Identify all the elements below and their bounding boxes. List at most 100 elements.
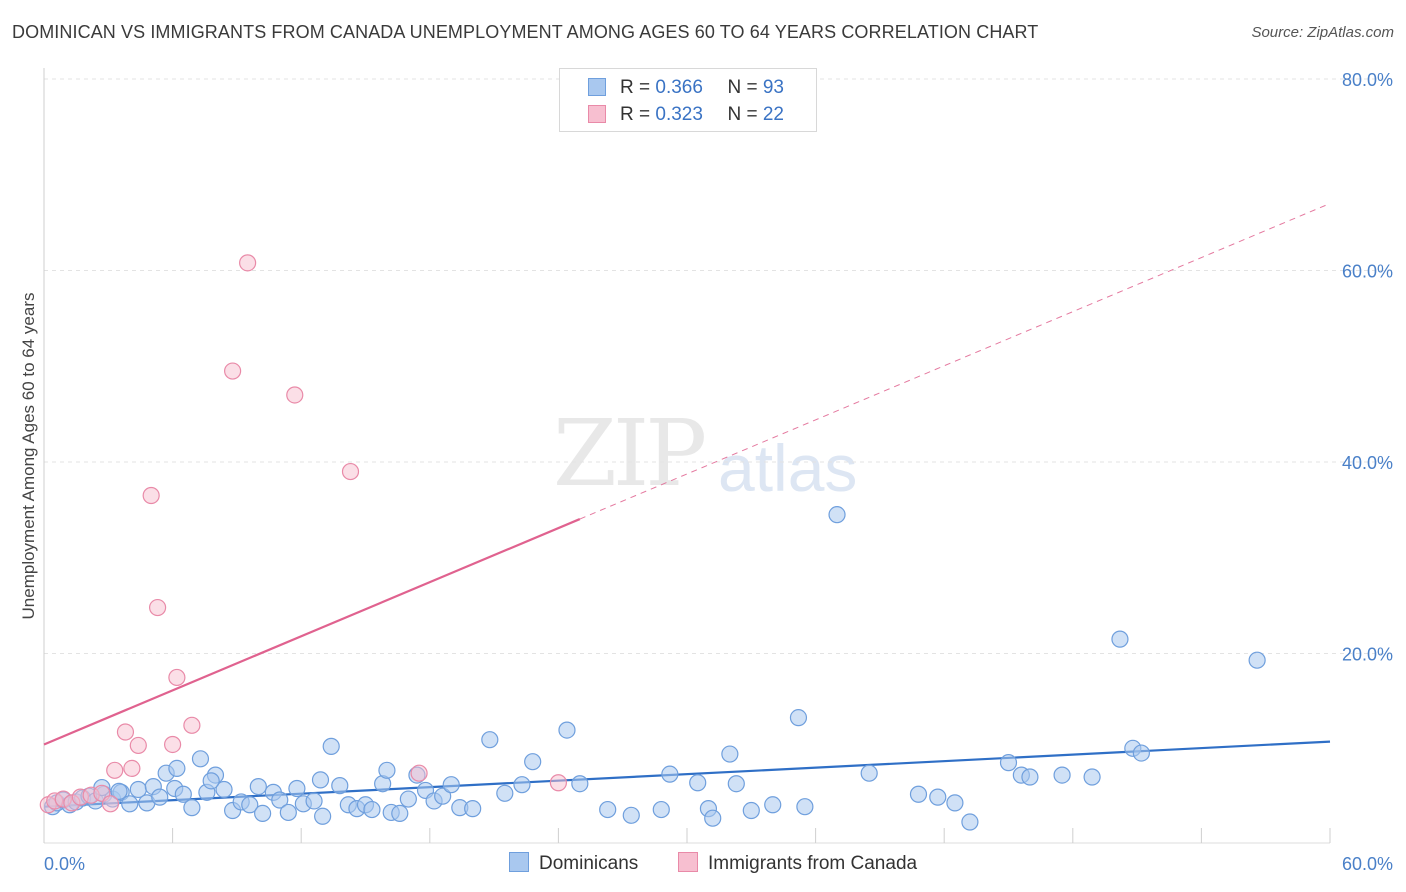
- legend-r-value: 0.366: [655, 77, 703, 98]
- point-dominicans: [279, 803, 297, 822]
- legend-r-label: R =: [620, 104, 656, 125]
- grid-lines: [44, 78, 1392, 654]
- point-dominicans: [929, 788, 947, 806]
- point-dominicans: [481, 731, 499, 749]
- point-dominicans: [721, 745, 739, 763]
- trend-line-dominicans: [43, 740, 1331, 808]
- point-dominicans: [513, 776, 531, 794]
- point-dominicans: [168, 759, 186, 778]
- point-canada: [106, 761, 124, 779]
- point-dominicans: [271, 791, 289, 809]
- chart-title: DOMINICAN VS IMMIGRANTS FROM CANADA UNEM…: [12, 22, 1039, 42]
- axes: [43, 68, 1331, 844]
- point-canada: [116, 723, 135, 741]
- point-dominicans: [764, 796, 782, 814]
- point-canada: [168, 668, 186, 687]
- point-canada: [239, 254, 257, 272]
- point-dominicans: [363, 800, 381, 819]
- point-dominicans: [789, 709, 808, 727]
- point-dominicans: [399, 790, 417, 808]
- point-dominicans: [183, 799, 201, 817]
- point-dominicans: [464, 800, 482, 818]
- point-dominicans: [496, 784, 514, 802]
- correlation-legend: R = 0.366 N = 93 R = 0.323 N = 22: [559, 68, 817, 132]
- point-dominicans: [434, 787, 452, 805]
- point-dominicans: [524, 753, 542, 771]
- data-points: [39, 254, 1266, 831]
- point-dominicans: [1132, 744, 1150, 762]
- bottom-legend-swatch-blue: [509, 852, 529, 872]
- point-dominicans: [151, 788, 169, 806]
- legend-swatch-blue: [588, 78, 606, 96]
- point-canada: [224, 362, 242, 380]
- point-dominicans: [1053, 766, 1071, 784]
- point-dominicans: [1111, 630, 1129, 648]
- y-axis-label: Unemployment Among Ages 60 to 64 years: [19, 293, 38, 620]
- point-dominicans: [961, 813, 979, 831]
- point-dominicans: [378, 761, 396, 779]
- legend-r-value: 0.323: [655, 104, 703, 125]
- point-dominicans: [331, 777, 349, 795]
- y-tick-label: 20.0%: [1342, 645, 1393, 665]
- point-canada: [129, 736, 147, 755]
- point-dominicans: [652, 800, 670, 819]
- point-dominicans: [622, 806, 640, 824]
- point-dominicans: [860, 764, 878, 782]
- point-dominicans: [121, 795, 139, 813]
- point-canada: [142, 486, 160, 505]
- bottom-legend-canada: Immigrants from Canada: [678, 852, 917, 875]
- legend-n-value: 22: [762, 104, 784, 125]
- point-dominicans: [110, 782, 128, 800]
- point-dominicans: [661, 765, 679, 783]
- bottom-legend-swatch-pink: [678, 852, 698, 872]
- point-dominicans: [249, 777, 267, 796]
- point-dominicans: [322, 737, 340, 755]
- point-dominicans: [202, 772, 220, 790]
- point-canada: [164, 735, 182, 754]
- watermark-atlas: atlas: [718, 431, 858, 505]
- watermark-zip: ZIP: [553, 400, 707, 507]
- source-label: Source: ZipAtlas.com: [1251, 24, 1394, 41]
- bottom-legend-label: Immigrants from Canada: [708, 853, 918, 874]
- point-dominicans: [599, 800, 617, 819]
- point-dominicans: [288, 779, 306, 798]
- x-tick-label: 60.0%: [1342, 854, 1393, 874]
- point-dominicans: [1248, 651, 1266, 669]
- point-dominicans: [254, 804, 272, 823]
- bottom-legend-label: Dominicans: [539, 853, 639, 874]
- point-canada: [410, 764, 428, 782]
- point-canada: [123, 759, 141, 778]
- y-tick-label: 40.0%: [1342, 453, 1393, 473]
- point-dominicans: [305, 792, 323, 810]
- point-canada: [286, 386, 304, 404]
- legend-n-label: N =: [727, 77, 763, 98]
- point-dominicans: [1083, 768, 1101, 786]
- point-dominicans: [558, 721, 576, 739]
- point-dominicans: [689, 774, 707, 792]
- point-dominicans: [909, 785, 928, 803]
- point-dominicans: [241, 796, 259, 814]
- bottom-legend-dominicans: Dominicans: [509, 852, 638, 875]
- point-dominicans: [1021, 768, 1039, 786]
- y-tick-label: 80.0%: [1342, 70, 1393, 90]
- point-dominicans: [796, 798, 814, 816]
- legend-n-value: 93: [762, 77, 784, 98]
- point-canada: [183, 716, 201, 734]
- point-dominicans: [215, 780, 233, 799]
- legend-n-label: N =: [727, 104, 763, 125]
- point-canada: [148, 598, 167, 617]
- trend-line-canada-dashed: [579, 203, 1331, 520]
- point-canada: [341, 462, 360, 481]
- point-dominicans: [191, 750, 210, 768]
- point-dominicans: [742, 801, 760, 820]
- tick-labels: 20.0% 40.0% 60.0% 80.0% 0.0% 60.0%: [44, 70, 1393, 874]
- point-dominicans: [442, 776, 460, 794]
- legend-swatch-pink: [588, 105, 606, 123]
- trend-line-canada-solid: [43, 518, 581, 746]
- legend-r-label: R =: [620, 77, 656, 98]
- point-dominicans: [391, 804, 409, 823]
- point-dominicans: [727, 775, 745, 793]
- point-dominicans: [828, 506, 846, 524]
- point-dominicans: [571, 775, 589, 793]
